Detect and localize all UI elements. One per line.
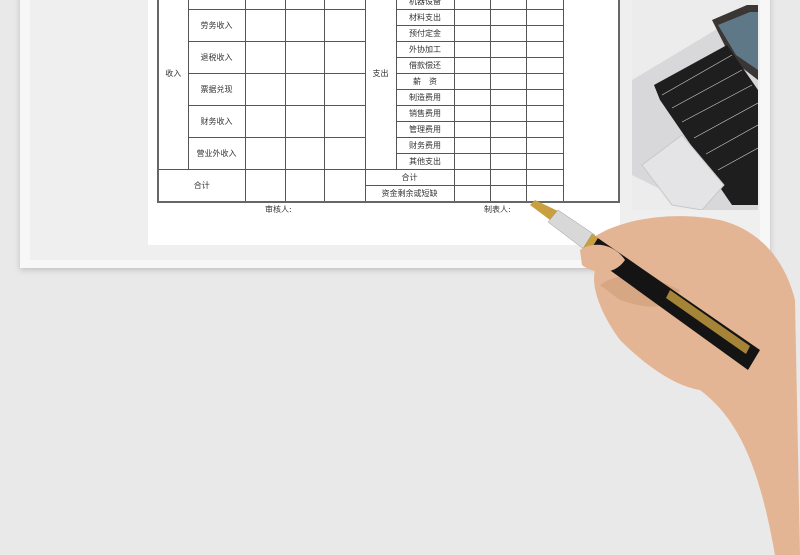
income-value-cell[interactable]: [323, 9, 366, 42]
income-total-cell[interactable]: [284, 169, 325, 203]
expense-value-cell[interactable]: [489, 57, 527, 74]
income-value-cell[interactable]: [323, 73, 366, 106]
expense-value-cell[interactable]: [453, 25, 491, 42]
expense-value-cell[interactable]: [489, 121, 527, 138]
expense-value-cell[interactable]: [453, 153, 491, 170]
expense-value-cell[interactable]: [525, 0, 564, 10]
income-item-label: 劳务收入: [187, 9, 246, 42]
expense-value-cell[interactable]: [525, 121, 564, 138]
expense-item-label: 外协加工: [395, 41, 455, 58]
expense-item-label: 材料支出: [395, 9, 455, 26]
expense-item-label: 制造费用: [395, 89, 455, 106]
reviewer-signature-label: 审核人:: [265, 205, 292, 214]
income-value-cell[interactable]: [323, 41, 366, 74]
expense-value-cell[interactable]: [453, 105, 491, 122]
notes-cell[interactable]: [562, 0, 620, 203]
table-row: 资金剩余或短缺: [158, 185, 619, 203]
cash-flow-table: 收入 支出 机器设备劳务收入 材料支出 预付定金退税收入 外协加工 借款偿还票据兑现 薪 资制…: [157, 0, 620, 203]
expense-total-cell[interactable]: [525, 169, 564, 186]
income-value-cell[interactable]: [284, 0, 325, 10]
expense-value-cell[interactable]: [489, 153, 527, 170]
table-row: 退税收入 外协加工: [158, 41, 619, 74]
balance-cell[interactable]: [525, 185, 564, 203]
expense-total-cell[interactable]: [489, 169, 527, 186]
expense-value-cell[interactable]: [489, 25, 527, 42]
table-row: 制造费用: [158, 89, 619, 106]
balance-cell[interactable]: [453, 185, 491, 203]
income-value-cell[interactable]: [284, 137, 325, 170]
expense-value-cell[interactable]: [453, 121, 491, 138]
income-value-cell[interactable]: [323, 0, 366, 10]
expense-category-label: 支出: [364, 0, 397, 170]
table-row: 票据兑现 薪 资: [158, 73, 619, 106]
expense-value-cell[interactable]: [453, 9, 491, 26]
expense-value-cell[interactable]: [489, 0, 527, 10]
expense-value-cell[interactable]: [489, 89, 527, 106]
income-value-cell[interactable]: [323, 137, 366, 170]
expense-value-cell[interactable]: [489, 41, 527, 58]
table-row: 财务收入 销售费用: [158, 105, 619, 138]
income-total-cell[interactable]: [244, 169, 286, 203]
income-value-cell[interactable]: [323, 105, 366, 138]
laptop-photo: [632, 0, 758, 210]
expense-item-label: 薪 资: [395, 73, 455, 90]
expense-value-cell[interactable]: [453, 41, 491, 58]
fountain-pen-icon: [530, 200, 760, 370]
expense-item-label: 财务费用: [395, 137, 455, 154]
expense-value-cell[interactable]: [489, 105, 527, 122]
laptop-icon: [632, 5, 758, 210]
expense-value-cell[interactable]: [525, 25, 564, 42]
income-value-cell[interactable]: [284, 41, 325, 74]
table-row: 合计 合计: [157, 169, 619, 203]
expense-value-cell[interactable]: [489, 137, 527, 154]
income-value-cell[interactable]: [244, 137, 286, 170]
income-item-label: [187, 0, 246, 10]
income-value-cell[interactable]: [284, 105, 325, 138]
table-row: 管理费用: [158, 121, 619, 138]
table-row: 预付定金: [158, 25, 619, 42]
expense-value-cell[interactable]: [489, 9, 527, 26]
balance-label: 资金剩余或短缺: [364, 185, 455, 203]
income-value-cell[interactable]: [244, 9, 286, 42]
preparer-signature-label: 制表人:: [484, 205, 511, 214]
expense-value-cell[interactable]: [525, 41, 564, 58]
income-value-cell[interactable]: [284, 73, 325, 106]
income-item-label: 票据兑现: [187, 73, 246, 106]
income-value-cell[interactable]: [244, 0, 286, 10]
expense-value-cell[interactable]: [453, 57, 491, 74]
income-item-label: 营业外收入: [187, 137, 246, 170]
expense-item-label: 销售费用: [395, 105, 455, 122]
expense-value-cell[interactable]: [525, 105, 564, 122]
expense-value-cell[interactable]: [525, 89, 564, 106]
income-category-label: 收入: [157, 0, 189, 170]
expense-value-cell[interactable]: [525, 73, 564, 90]
expense-value-cell[interactable]: [525, 137, 564, 154]
expense-total-label: 合计: [364, 169, 455, 186]
expense-value-cell[interactable]: [525, 9, 564, 26]
expense-item-label: 管理费用: [395, 121, 455, 138]
expense-total-cell[interactable]: [453, 169, 491, 186]
income-total-cell[interactable]: [323, 169, 366, 203]
expense-item-label: 机器设备: [395, 0, 455, 10]
expense-item-label: 其他支出: [395, 153, 455, 170]
table-row: 借款偿还: [158, 57, 619, 74]
hand-holding-pen: [530, 200, 800, 555]
expense-value-cell[interactable]: [453, 73, 491, 90]
expense-value-cell[interactable]: [453, 0, 491, 10]
expense-item-label: 预付定金: [395, 25, 455, 42]
income-value-cell[interactable]: [244, 73, 286, 106]
expense-item-label: 借款偿还: [395, 57, 455, 74]
income-value-cell[interactable]: [244, 105, 286, 138]
expense-value-cell[interactable]: [453, 89, 491, 106]
expense-value-cell[interactable]: [525, 57, 564, 74]
expense-value-cell[interactable]: [525, 153, 564, 170]
expense-value-cell[interactable]: [453, 137, 491, 154]
income-item-label: 财务收入: [187, 105, 246, 138]
income-value-cell[interactable]: [284, 9, 325, 42]
income-total-label: 合计: [157, 169, 246, 203]
expense-value-cell[interactable]: [489, 73, 527, 90]
income-item-label: 退税收入: [187, 41, 246, 74]
income-value-cell[interactable]: [244, 41, 286, 74]
